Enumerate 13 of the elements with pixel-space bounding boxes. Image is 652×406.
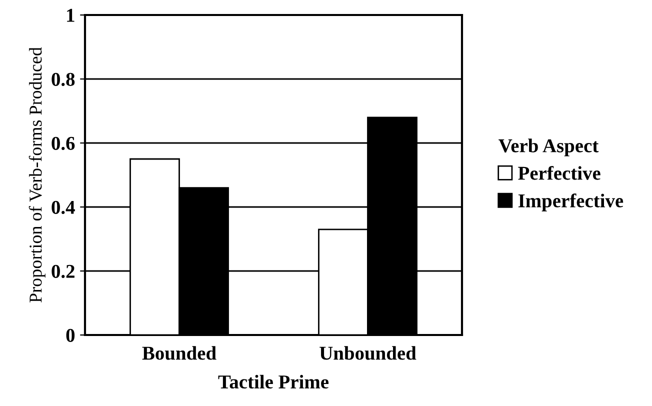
- y-tick-label: 0.2: [52, 264, 74, 278]
- y-tick-label: 0.6: [52, 136, 75, 150]
- legend-label: Imperfective: [518, 194, 624, 212]
- y-tick-label: 0.4: [52, 200, 75, 214]
- x-axis-title: Tactile Prime: [218, 374, 329, 389]
- y-tick-label: 0.8: [52, 72, 75, 86]
- legend-title: Verb Aspect: [498, 138, 599, 156]
- legend-label: Perfective: [518, 166, 600, 180]
- y-tick-label: 0: [66, 328, 75, 342]
- y-tick-label: 1: [67, 8, 74, 22]
- x-tick-label: Unbounded: [320, 346, 416, 360]
- x-tick-label: Bounded: [142, 346, 216, 360]
- y-axis-title: Proportion of Verb-forms Produced: [28, 47, 46, 302]
